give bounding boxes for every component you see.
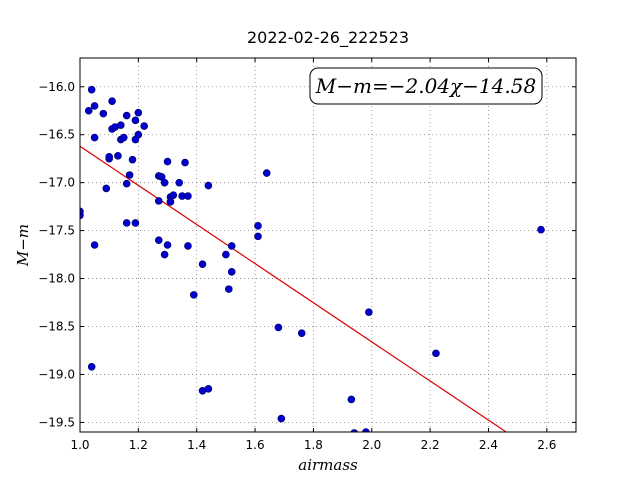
data-point (163, 241, 172, 249)
fit-annotation-frame (309, 67, 543, 105)
data-point (84, 106, 93, 115)
data-point (277, 414, 286, 423)
data-point (128, 155, 137, 164)
data-point (297, 329, 306, 338)
x-tick-label: 1.6 (246, 438, 265, 452)
data-point (131, 219, 140, 227)
x-axis-label: airmass (298, 456, 358, 474)
data-point (189, 291, 198, 299)
data-point (225, 285, 233, 293)
data-point (90, 102, 99, 110)
data-point (108, 97, 116, 105)
y-tick-label: −18.0 (38, 272, 75, 286)
data-point (175, 178, 183, 187)
data-point (122, 111, 131, 120)
points-layer (80, 85, 545, 432)
data-point (160, 178, 169, 187)
x-tick-label: 1.0 (70, 438, 89, 452)
x-tick-label: 1.8 (304, 438, 323, 452)
x-tick-label: 2.2 (421, 438, 440, 452)
data-point (125, 171, 134, 179)
plot-frame (79, 57, 577, 433)
y-tick-label: −19.0 (38, 367, 75, 381)
x-tick-label: 1.2 (129, 438, 148, 452)
y-tick-label: −16.5 (38, 128, 75, 142)
y-axis-label: M−m (14, 224, 32, 267)
ticks (79, 58, 576, 432)
data-point (87, 362, 96, 371)
data-point (90, 241, 99, 249)
data-point (131, 116, 140, 125)
data-point (99, 109, 108, 118)
data-point (134, 130, 143, 139)
data-point (350, 429, 358, 432)
chart-title: 2022-02-26_222523 (247, 28, 409, 48)
data-point (102, 184, 111, 193)
data-point (365, 308, 373, 316)
data-point (90, 133, 99, 142)
data-point (117, 121, 125, 129)
x-tick-label: 2.4 (479, 438, 498, 452)
data-point (134, 108, 143, 117)
data-point (154, 236, 163, 245)
data-point (160, 250, 169, 259)
data-point (254, 222, 262, 230)
data-point (163, 157, 172, 166)
data-point (274, 323, 283, 332)
x-tick-label: 1.4 (187, 438, 206, 452)
data-point (154, 197, 163, 205)
data-point (432, 349, 440, 358)
data-point (122, 179, 131, 188)
data-point (204, 385, 213, 393)
data-point (262, 169, 271, 177)
x-tick-label: 2.0 (362, 438, 381, 452)
data-point (122, 219, 131, 227)
data-point (227, 242, 236, 250)
data-point (181, 158, 189, 167)
data-point (254, 232, 262, 241)
data-point (362, 428, 370, 432)
fit-annotation-text: M−m=−2.04χ−14.58 (315, 74, 536, 98)
data-point (222, 250, 230, 259)
data-point (184, 242, 192, 250)
data-point (198, 260, 207, 268)
data-point (105, 152, 113, 161)
data-point (227, 268, 236, 276)
fit-line (80, 145, 508, 432)
y-tick-label: −17.5 (38, 224, 75, 238)
data-point (87, 85, 96, 94)
data-point (169, 191, 178, 199)
data-point (114, 152, 122, 160)
fit-layer (80, 145, 508, 432)
data-point (537, 225, 545, 234)
y-tick-label: −17.0 (38, 176, 75, 190)
y-tick-label: −18.5 (38, 320, 75, 334)
y-tick-label: −16.0 (38, 80, 75, 94)
tick-labels: 1.0 1.2 1.4 1.6 1.8 2.0 2.2 2.4 2.6 −16.0 −16.5 −17… (38, 80, 556, 452)
data-point (80, 211, 84, 220)
data-point (166, 198, 175, 206)
y-tick-label: −19.5 (38, 415, 75, 429)
data-point (119, 133, 128, 142)
data-point (140, 122, 148, 130)
data-point (347, 395, 356, 404)
x-tick-label: 2.6 (537, 438, 556, 452)
data-point (184, 192, 192, 200)
data-point (204, 181, 213, 190)
fit-annotation-box: M−m=−2.04χ−14.58 (309, 67, 543, 105)
